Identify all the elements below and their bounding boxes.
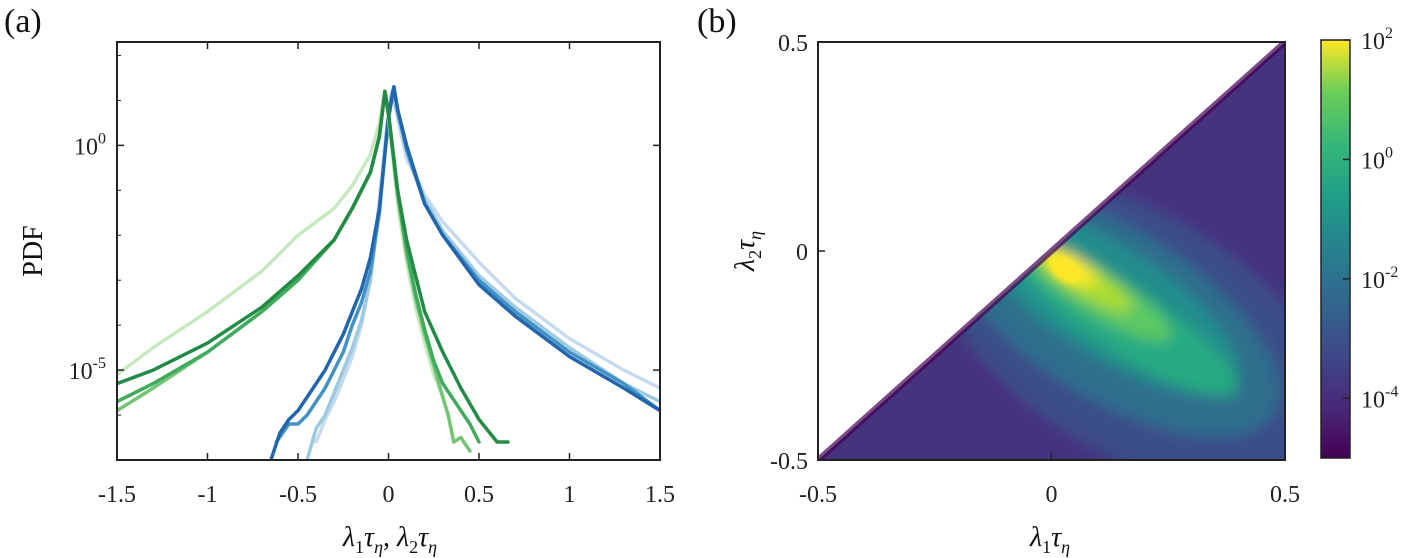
x-tick-label: 0.5	[464, 482, 494, 508]
x-tick-label: -1.5	[98, 482, 136, 508]
panel-b-joint-pdf-heatmap: -0.5 0 0.5 -0.5 0 0.5 λ2τη λ1τη	[730, 31, 1300, 557]
y-tick-label: -0.5	[770, 449, 808, 475]
y-tick-label: 100	[74, 130, 106, 160]
panel-a-x-axis-label: λ1τη, λ2τη	[342, 522, 437, 557]
panel-b-y-axis-label: λ2τη	[730, 231, 765, 272]
pdf-series-lambda1-4	[269, 85, 660, 460]
colorbar-gradient	[1320, 39, 1351, 459]
x-tick-label: 0	[1046, 482, 1058, 508]
colorbar-tick-label: 100	[1361, 144, 1393, 174]
colorbar-tick-label: 10-4	[1361, 383, 1398, 413]
panel-a-pdf-plot: -1.5 -1 -0.5 0 0.5 1 1.5 100 10-5 PDF λ1τη, λ2τη	[18, 41, 675, 557]
panel-b-ticks: -0.5 0 0.5 -0.5 0 0.5	[770, 31, 1300, 508]
colorbar-tick-label: 102	[1361, 25, 1393, 55]
panel-a-label: (a)	[4, 3, 42, 40]
colorbar-ticks: 102 100 10-2 10-4	[1343, 25, 1398, 413]
pdf-series-lambda2-2	[117, 89, 472, 453]
pdf-series-lambda2-1	[117, 89, 445, 399]
colorbar: 102 100 10-2 10-4	[1320, 25, 1398, 459]
pdf-series-lambda2-3	[117, 89, 481, 444]
pdf-series-lambda1-2	[305, 89, 660, 460]
y-tick-label: 0	[796, 240, 808, 266]
x-tick-label: -0.5	[799, 482, 837, 508]
x-tick-label: -1	[198, 482, 218, 508]
pdf-series-lambda2-4	[117, 89, 510, 444]
x-tick-label: 0.5	[1270, 482, 1300, 508]
colorbar-tick-label: 10-2	[1361, 264, 1398, 294]
x-tick-label: -0.5	[279, 482, 317, 508]
panel-b-x-axis-label: λ1τη	[1029, 522, 1070, 557]
pdf-series-group	[117, 85, 660, 460]
y-tick-label: 10-5	[69, 355, 106, 385]
x-tick-label: 0	[383, 482, 395, 508]
y-tick-label: 0.5	[778, 31, 808, 57]
panel-a-y-axis-label: PDF	[18, 225, 49, 276]
panel-b-label: (b)	[697, 3, 737, 40]
x-tick-label: 1.5	[645, 482, 675, 508]
pdf-series-lambda1-3	[274, 85, 660, 444]
heatmap-peak	[1049, 255, 1081, 284]
x-tick-label: 1	[564, 482, 576, 508]
heatmap-field	[818, 42, 1285, 460]
panel-a-ticks: -1.5 -1 -0.5 0 0.5 1 1.5 100 10-5	[69, 42, 675, 508]
